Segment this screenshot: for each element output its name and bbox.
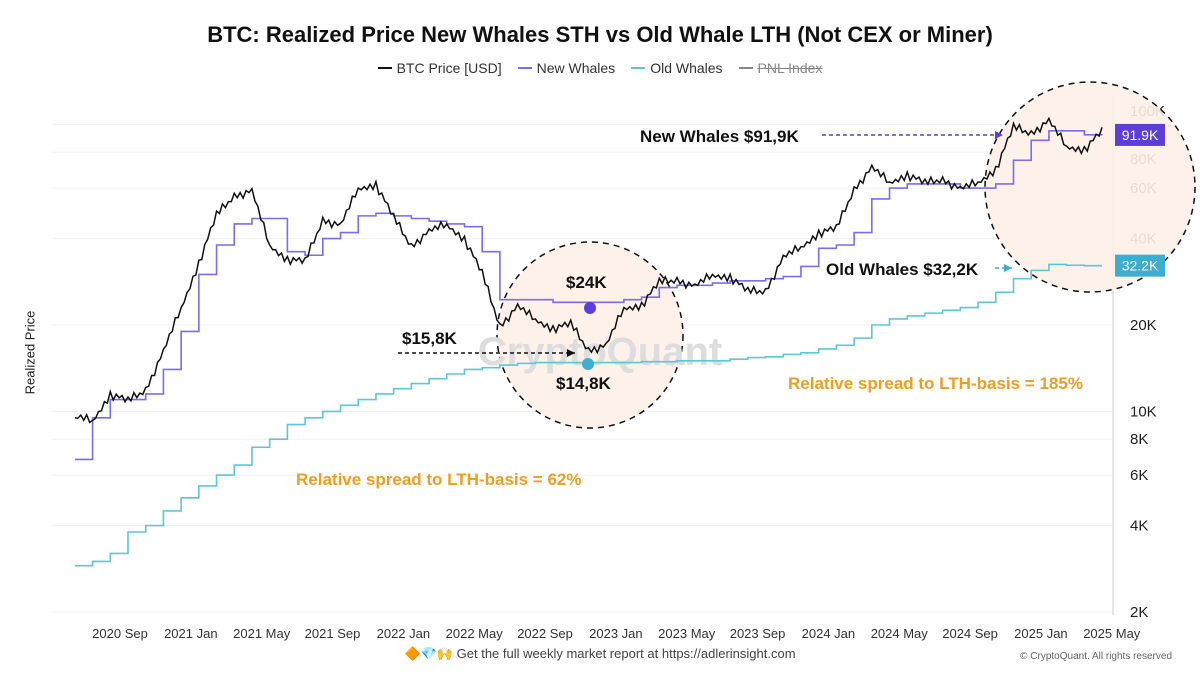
footer-link[interactable]: https://adlerinsight.com [661,646,796,661]
footer: 🔶💎🙌 Get the full weekly market report at… [0,646,1200,662]
chart-title: BTC: Realized Price New Whales STH vs Ol… [207,22,993,47]
watermark: CryptoQuant [478,330,722,374]
legend: BTC Price [USD] New Whales Old Whales PN… [0,60,1200,76]
y-tick-label: 20K [1130,317,1157,334]
y-tick-label: 10K [1130,403,1157,420]
legend-item-old-whales[interactable]: Old Whales [631,60,723,76]
legend-item-btc[interactable]: BTC Price [USD] [377,60,502,76]
x-tick-label: 2025 May [1083,626,1141,641]
arrow-old-whales-head [1004,264,1012,272]
annotation-15-8k: $15,8K [402,329,458,348]
series-line-btc-price-usd- [74,116,1103,424]
annotation-old-whales: Old Whales $32,2K [826,260,979,279]
legend-swatch [631,67,646,69]
x-tick-label: 2024 Jan [802,626,856,641]
x-tick-label: 2025 Jan [1014,626,1068,641]
legend-label: PNL Index [757,60,823,76]
legend-label: BTC Price [USD] [396,60,502,76]
last-value-badge [1115,254,1165,277]
y-tick-label: 8K [1130,431,1148,448]
x-tick-label: 2024 May [871,626,929,641]
copyright: © CryptoQuant. All rights reserved [1020,651,1172,662]
legend-label: New Whales [536,60,616,76]
last-value-badge [1115,123,1165,146]
y-tick-label: 6K [1130,467,1148,484]
legend-swatch [738,67,753,69]
annotation-spread-185: Relative spread to LTH-basis = 185% [788,374,1083,393]
arrow-new-whales-head [995,131,1003,139]
x-tick-label: 2022 Sep [517,626,573,641]
x-tick-label: 2023 Jan [589,626,643,641]
last-value-label: 91.9K [1122,127,1159,143]
x-tick-label: 2021 May [233,626,291,641]
annotation-14-8k: $14,8K [556,374,612,393]
y-tick-label: 2K [1130,604,1148,621]
annotation-24k: $24K [566,273,607,292]
legend-swatch [377,67,392,69]
legend-swatch [517,67,532,69]
marker-14-8k [582,358,594,370]
last-value-label: 32.2K [1122,258,1159,274]
legend-item-pnl-index[interactable]: PNL Index [738,60,823,76]
x-tick-label: 2021 Sep [305,626,361,641]
x-tick-label: 2023 May [658,626,716,641]
arrow-15-8k-head [567,349,575,357]
emoji-icons: 🔶💎🙌 [404,646,454,661]
legend-label: Old Whales [650,60,723,76]
x-tick-label: 2024 Sep [942,626,998,641]
footer-text: Get the full weekly market report at [456,646,659,661]
x-tick-label: 2022 Jan [377,626,431,641]
series-line-old-whales [74,263,1103,567]
x-tick-label: 2023 Sep [730,626,786,641]
y-tick-label: 4K [1130,518,1148,535]
x-tick-label: 2020 Sep [92,626,148,641]
highlight-circle-2022 [496,241,684,429]
x-tick-label: 2021 Jan [164,626,218,641]
annotation-new-whales: New Whales $91,9K [640,127,799,146]
marker-24k [584,302,596,314]
x-tick-label: 2022 May [446,626,504,641]
legend-item-new-whales[interactable]: New Whales [517,60,616,76]
annotation-spread-62: Relative spread to LTH-basis = 62% [296,470,581,489]
